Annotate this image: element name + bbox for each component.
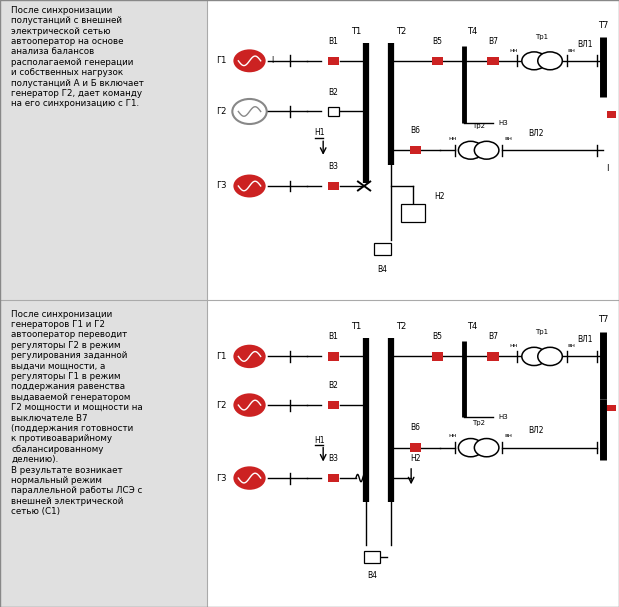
Text: I: I xyxy=(606,164,608,172)
Text: В7: В7 xyxy=(488,37,498,46)
Circle shape xyxy=(522,347,547,365)
Text: Г3: Г3 xyxy=(215,181,226,191)
Text: Г2: Г2 xyxy=(215,401,226,410)
Circle shape xyxy=(538,52,562,70)
Text: Т7: Т7 xyxy=(598,21,608,30)
Text: В5: В5 xyxy=(433,37,443,46)
Bar xyxy=(327,56,339,65)
Text: ВЛ2: ВЛ2 xyxy=(528,129,543,138)
Circle shape xyxy=(538,347,562,365)
Text: В4: В4 xyxy=(378,265,387,274)
Text: В1: В1 xyxy=(329,37,339,46)
Bar xyxy=(374,243,391,254)
Text: Г3: Г3 xyxy=(215,473,226,483)
Bar xyxy=(327,182,339,190)
Bar xyxy=(432,352,443,361)
Circle shape xyxy=(232,174,267,198)
Bar xyxy=(327,401,339,409)
Text: Н1: Н1 xyxy=(314,128,324,137)
Bar xyxy=(410,146,421,154)
Circle shape xyxy=(474,438,499,457)
Text: ВЛ1: ВЛ1 xyxy=(578,335,593,344)
Text: нн: нн xyxy=(509,344,517,348)
Text: В1: В1 xyxy=(329,332,339,341)
Bar xyxy=(607,111,616,118)
Text: В2: В2 xyxy=(329,381,339,390)
Text: Г2: Г2 xyxy=(215,107,226,116)
Text: Н3: Н3 xyxy=(498,120,508,126)
Text: В3: В3 xyxy=(329,162,339,171)
Text: Н3: Н3 xyxy=(498,414,508,420)
Text: Т1: Т1 xyxy=(351,322,361,330)
Bar xyxy=(432,56,443,65)
Circle shape xyxy=(459,141,483,159)
Circle shape xyxy=(232,49,267,73)
Circle shape xyxy=(522,52,547,70)
Text: Т2: Т2 xyxy=(396,27,406,36)
Text: Тр2: Тр2 xyxy=(472,420,485,426)
Text: нн: нн xyxy=(509,48,517,53)
Bar xyxy=(487,352,499,361)
Text: Т4: Т4 xyxy=(467,27,478,36)
Text: После синхронизации
полустанций с внешней
электрической сетью
автооператор на ос: После синхронизации полустанций с внешне… xyxy=(11,6,144,109)
Bar xyxy=(487,56,499,65)
Text: нн: нн xyxy=(448,433,456,438)
Bar xyxy=(401,204,425,222)
Circle shape xyxy=(474,141,499,159)
Text: вн: вн xyxy=(568,344,576,348)
Circle shape xyxy=(232,466,267,491)
Text: Т7: Т7 xyxy=(598,316,608,324)
Text: I: I xyxy=(272,56,274,66)
Bar xyxy=(327,474,339,483)
Bar xyxy=(327,352,339,361)
Text: Н2: Н2 xyxy=(410,454,420,463)
Text: вн: вн xyxy=(504,136,512,141)
Text: Г1: Г1 xyxy=(215,352,226,361)
Text: В4: В4 xyxy=(367,571,377,580)
Bar xyxy=(607,405,616,412)
Text: Тр1: Тр1 xyxy=(535,329,548,335)
Text: ВЛ2: ВЛ2 xyxy=(528,427,543,435)
Text: В6: В6 xyxy=(410,126,420,135)
Bar xyxy=(364,551,381,563)
Text: После синхронизации
генераторов Г1 и Г2
автооператор переводит
регуляторы Г2 в р: После синхронизации генераторов Г1 и Г2 … xyxy=(11,310,143,516)
Text: В6: В6 xyxy=(410,424,420,432)
Bar xyxy=(410,443,421,452)
Text: Н2: Н2 xyxy=(435,192,445,201)
Text: вн: вн xyxy=(568,48,576,53)
Text: В3: В3 xyxy=(329,454,339,463)
Text: В5: В5 xyxy=(433,332,443,341)
Bar xyxy=(327,107,339,116)
Text: Тр1: Тр1 xyxy=(535,34,548,40)
Text: Тр2: Тр2 xyxy=(472,123,485,129)
Circle shape xyxy=(232,99,267,124)
Text: Т2: Т2 xyxy=(396,322,406,330)
Text: В2: В2 xyxy=(329,87,339,97)
Circle shape xyxy=(232,392,267,418)
Circle shape xyxy=(459,438,483,457)
Text: Т1: Т1 xyxy=(351,27,361,36)
Text: нн: нн xyxy=(448,136,456,141)
Text: ВЛ1: ВЛ1 xyxy=(578,40,593,49)
Text: Г1: Г1 xyxy=(215,56,226,66)
Text: В7: В7 xyxy=(488,332,498,341)
Text: Т4: Т4 xyxy=(467,322,478,330)
Circle shape xyxy=(232,344,267,369)
Text: вн: вн xyxy=(504,433,512,438)
Text: Н1: Н1 xyxy=(314,436,324,444)
